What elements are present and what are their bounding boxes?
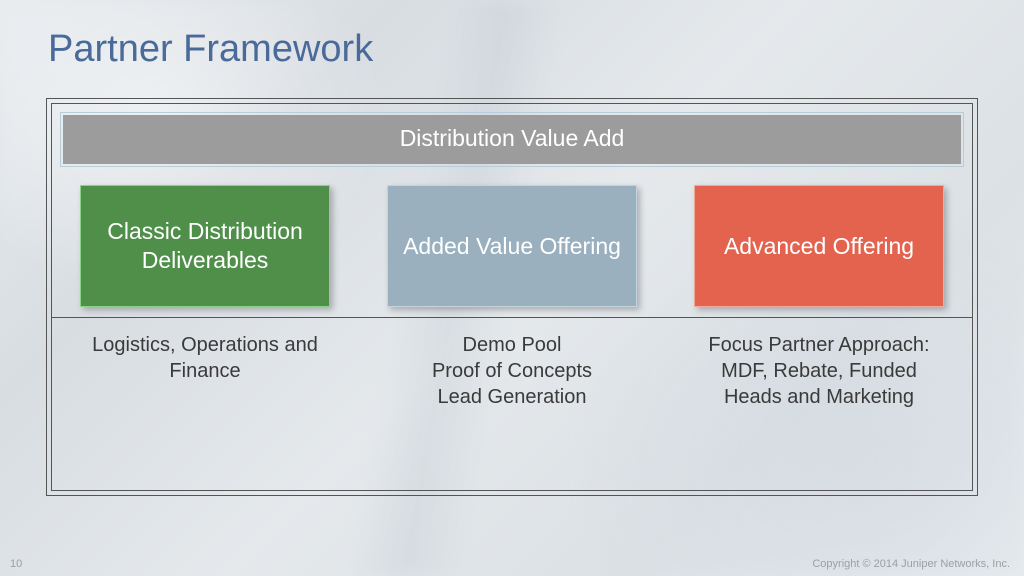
desc-classic: Logistics, Operations and Finance [80,332,330,480]
copyright: Copyright © 2014 Juniper Networks, Inc. [812,558,1010,570]
box-classic: Classic Distribution Deliverables [80,185,330,307]
page-number: 10 [10,558,22,570]
diagram-outer-frame: Distribution Value Add Classic Distribut… [46,98,978,496]
boxes-row: Classic Distribution Deliverables Added … [52,171,972,318]
diagram-inner-frame: Distribution Value Add Classic Distribut… [51,103,973,491]
desc-advanced: Focus Partner Approach: MDF, Rebate, Fun… [694,332,944,480]
box-advanced: Advanced Offering [694,185,944,307]
header-row: Distribution Value Add [52,104,972,171]
slide-title: Partner Framework [48,28,373,71]
desc-added-value: Demo PoolProof of ConceptsLead Generatio… [387,332,637,480]
slide-container: Partner Framework Distribution Value Add… [0,0,1024,576]
header-bar-wrap: Distribution Value Add [60,112,964,167]
box-added-value: Added Value Offering [387,185,637,307]
descriptions-row: Logistics, Operations and Finance Demo P… [52,318,972,490]
header-bar: Distribution Value Add [63,115,961,164]
